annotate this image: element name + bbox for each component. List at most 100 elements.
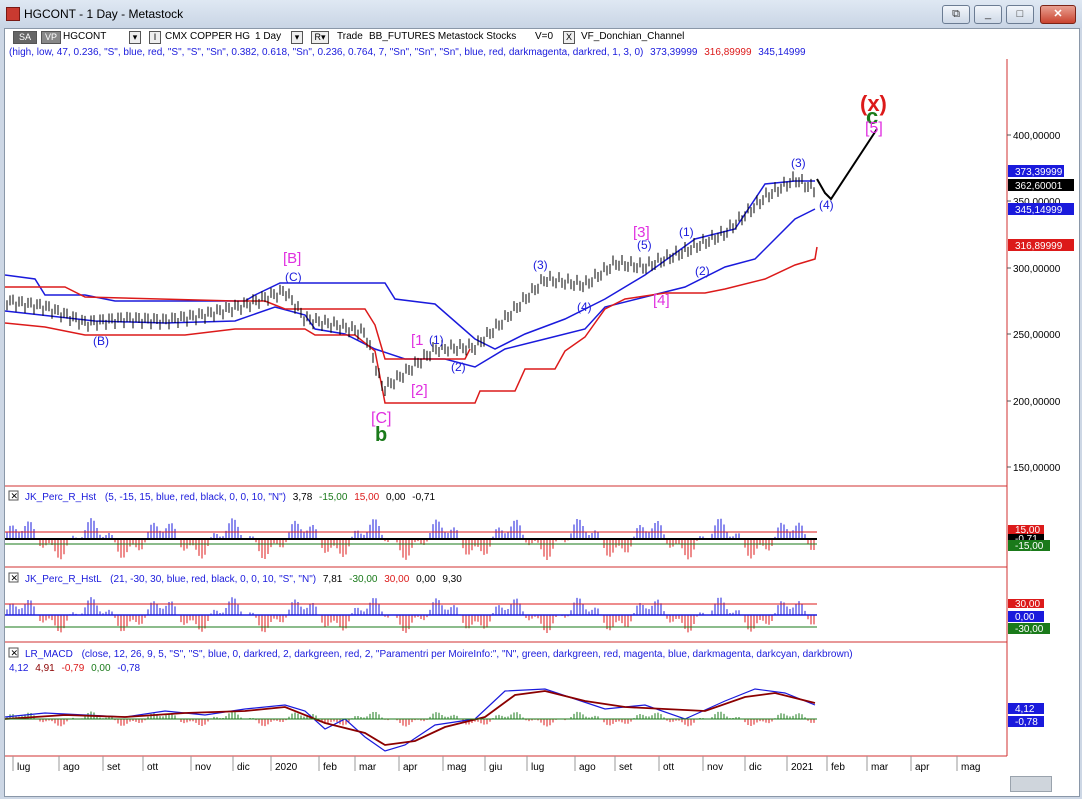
time-tick: apr bbox=[403, 762, 418, 773]
wave-B-paren: (B) bbox=[93, 334, 109, 348]
price-params: (high, low, 47, 0.236, "S", blue, red, "… bbox=[9, 47, 806, 58]
symbol-label: HGCONT bbox=[63, 31, 107, 42]
price-axis: 400,00000 350,00000 300,00000 250,00000 … bbox=[1007, 131, 1061, 474]
panel2-v3: 30,00 bbox=[384, 574, 409, 585]
time-tick: lug bbox=[531, 762, 544, 773]
time-tick: ott bbox=[663, 762, 674, 773]
value-lower: 316,89999 bbox=[704, 47, 752, 58]
window-title: HGCONT - 1 Day - Metastock bbox=[24, 7, 184, 21]
panel1-v5: -0,71 bbox=[412, 492, 435, 503]
tag-upper-text: 373,39999 bbox=[1015, 167, 1063, 178]
wave-labels: (x) c [5] (3) (4) [3] (5) (1) (2) [4] (3… bbox=[93, 91, 887, 446]
time-tick: 2021 bbox=[791, 762, 814, 773]
time-tick: 2020 bbox=[275, 762, 298, 773]
panel2-v5: 9,30 bbox=[442, 574, 462, 585]
projection-line bbox=[816, 128, 878, 201]
panel3-v2: 4,91 bbox=[35, 663, 55, 674]
wave-1-bracket: [1 bbox=[411, 332, 424, 349]
wave-4-paren-l: (4) bbox=[577, 300, 592, 314]
time-tick: apr bbox=[915, 762, 930, 773]
restore-layout-button[interactable]: ⧉ bbox=[942, 5, 970, 24]
mid-channel bbox=[5, 208, 816, 368]
panel3-tag-top bbox=[1008, 703, 1044, 714]
lower-channel bbox=[5, 246, 818, 404]
time-tick: mag bbox=[961, 762, 980, 773]
panel3-values: 4,12 4,91 -0,79 0,00 -0,78 bbox=[9, 663, 141, 674]
panel3-params: (close, 12, 26, 9, 5, "S", "S", blue, 0,… bbox=[82, 649, 853, 660]
time-tick: ago bbox=[63, 762, 80, 773]
panel1-tag-low-text: -15,00 bbox=[1015, 541, 1044, 552]
panel2-tag-mid-text: 0,00 bbox=[1015, 612, 1035, 623]
sa-button[interactable]: SA bbox=[13, 31, 37, 44]
price-tick-150: 150,00000 bbox=[1013, 463, 1061, 474]
time-tick: feb bbox=[323, 762, 337, 773]
panel3-x-icon[interactable]: ✕ bbox=[11, 648, 19, 658]
panel3-tag-top-text: 4,12 bbox=[1015, 704, 1035, 715]
value-upper: 373,39999 bbox=[650, 47, 698, 58]
trade-label: Trade bbox=[337, 31, 363, 42]
panel2-x-icon[interactable]: ✕ bbox=[11, 573, 19, 583]
panel3-legend: LR_MACD (close, 12, 26, 9, 5, "S", "S", … bbox=[25, 649, 853, 660]
wave-b-big: b bbox=[375, 424, 387, 446]
time-tick: ago bbox=[579, 762, 596, 773]
chart-toolbar: SA VP HGCONT ▾ I CMX COPPER HG 1 Day ▾ R… bbox=[5, 29, 1005, 47]
panel2-tag-top-text: 30,00 bbox=[1015, 599, 1040, 610]
panel1-close-box[interactable] bbox=[8, 490, 19, 501]
panel1-tag-mid bbox=[1008, 534, 1044, 543]
time-axis: lug ago set ott nov dic 2020 feb mar apr mag giu lug… bbox=[12, 756, 980, 773]
vp-button[interactable]: VP bbox=[41, 31, 61, 44]
symbol-dropdown[interactable]: ▾ bbox=[129, 31, 141, 44]
wave-B-bracket: [B] bbox=[283, 250, 301, 267]
maximize-button[interactable]: □ bbox=[1006, 5, 1034, 24]
panel2-v4: 0,00 bbox=[416, 574, 436, 585]
remove-indicator-button[interactable]: X bbox=[563, 31, 575, 44]
panel1-v1: 3,78 bbox=[293, 492, 313, 503]
v-label: V=0 bbox=[535, 31, 554, 42]
wave-5-paren: (5) bbox=[637, 238, 652, 252]
chart-svg: 400,00000 350,00000 300,00000 250,00000 … bbox=[5, 59, 1074, 773]
tag-close-text: 362,60001 bbox=[1015, 181, 1063, 192]
panel2-tag-top bbox=[1008, 599, 1044, 608]
upper-red-channel bbox=[5, 286, 471, 360]
price-tick-300: 300,00000 bbox=[1013, 264, 1061, 275]
panel2-close-box[interactable] bbox=[8, 572, 19, 583]
tag-mid-text: 345,14999 bbox=[1015, 205, 1063, 216]
tag-close bbox=[1008, 179, 1074, 191]
panel3-close-box[interactable] bbox=[8, 647, 19, 658]
panel1-params: (5, -15, 15, blue, red, black, 0, 0, 10,… bbox=[105, 492, 286, 503]
wave-x: (x) bbox=[860, 91, 887, 116]
value-mid: 345,14999 bbox=[758, 47, 806, 58]
panel3-histogram bbox=[6, 711, 815, 727]
close-button[interactable]: ✕ bbox=[1040, 5, 1076, 24]
horizontal-scrollbar[interactable] bbox=[1010, 776, 1052, 792]
panel1-x-icon[interactable]: ✕ bbox=[11, 491, 19, 501]
panel3-v1: 4,12 bbox=[9, 663, 29, 674]
panel-lr-macd: ✕ LR_MACD (close, 12, 26, 9, 5, "S", "S"… bbox=[5, 647, 1044, 752]
name-box[interactable]: I bbox=[149, 31, 161, 44]
wave-3-paren: (3) bbox=[791, 156, 806, 170]
panel1-legend: JK_Perc_R_Hst (5, -15, 15, blue, red, bl… bbox=[25, 492, 435, 503]
time-tick: mar bbox=[359, 762, 377, 773]
chart-area[interactable]: SA VP HGCONT ▾ I CMX COPPER HG 1 Day ▾ R… bbox=[4, 28, 1080, 797]
data-source-label: BB_FUTURES Metastock Stocks bbox=[369, 31, 517, 42]
title-bar[interactable]: HGCONT - 1 Day - Metastock ⧉ _ □ ✕ bbox=[0, 0, 1082, 28]
time-tick: lug bbox=[17, 762, 30, 773]
wave-2-paren: (2) bbox=[451, 360, 466, 374]
tag-lower-text: 316,89999 bbox=[1015, 241, 1063, 252]
time-tick: nov bbox=[707, 762, 723, 773]
wave-4-paren: (4) bbox=[819, 198, 834, 212]
wave-C-bracket: [C] bbox=[371, 410, 391, 427]
upper-channel bbox=[5, 180, 815, 350]
period-label: 1 Day bbox=[255, 31, 282, 42]
panel2-tag-low bbox=[1008, 623, 1050, 634]
minimize-button[interactable]: _ bbox=[974, 5, 1002, 24]
macd-line bbox=[5, 688, 816, 752]
panel2-tag-low-text: -30,00 bbox=[1015, 624, 1044, 635]
panel1-v4: 0,00 bbox=[386, 492, 406, 503]
panel2-legend: JK_Perc_R_HstL (21, -30, 30, blue, red, … bbox=[25, 574, 462, 585]
price-tick-200: 200,00000 bbox=[1013, 397, 1061, 408]
r-dropdown[interactable]: R▾ bbox=[311, 31, 329, 44]
wave-1-paren: (1) bbox=[429, 333, 444, 347]
period-dropdown[interactable]: ▾ bbox=[291, 31, 303, 44]
